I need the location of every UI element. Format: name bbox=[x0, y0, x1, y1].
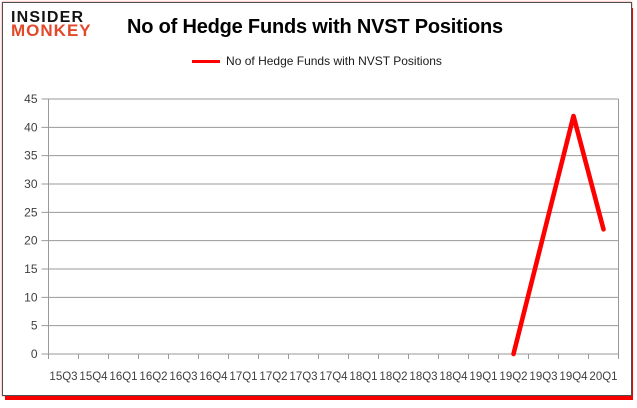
chart-plot-area: 0 5 10 15 20 25 30 35 40 45 15Q3 15Q4 16Q1 16Q2 16Q3 16… bbox=[24, 92, 619, 383]
svg-text:19Q2: 19Q2 bbox=[499, 371, 527, 383]
svg-text:17Q2: 17Q2 bbox=[259, 371, 287, 383]
svg-text:18Q3: 18Q3 bbox=[409, 371, 437, 383]
svg-text:15Q3: 15Q3 bbox=[49, 371, 77, 383]
svg-text:19Q1: 19Q1 bbox=[469, 371, 497, 383]
svg-text:45: 45 bbox=[24, 92, 38, 106]
svg-text:20: 20 bbox=[24, 234, 38, 248]
svg-text:16Q3: 16Q3 bbox=[169, 371, 197, 383]
insider-monkey-logo: INSIDER MONKEY bbox=[11, 9, 92, 40]
chart-frame: INSIDER MONKEY No of Hedge Funds with NV… bbox=[2, 2, 632, 396]
svg-text:16Q4: 16Q4 bbox=[199, 371, 228, 383]
svg-text:25: 25 bbox=[24, 205, 38, 219]
svg-text:40: 40 bbox=[24, 120, 38, 134]
svg-text:30: 30 bbox=[24, 177, 38, 191]
legend-series-label: No of Hedge Funds with NVST Positions bbox=[226, 54, 442, 68]
svg-text:20Q1: 20Q1 bbox=[589, 371, 617, 383]
svg-text:0: 0 bbox=[31, 347, 38, 361]
svg-text:17Q4: 17Q4 bbox=[319, 371, 348, 383]
svg-text:19Q4: 19Q4 bbox=[559, 371, 588, 383]
chart-legend: No of Hedge Funds with NVST Positions bbox=[3, 54, 631, 68]
svg-text:15Q4: 15Q4 bbox=[79, 371, 108, 383]
legend-line-marker bbox=[192, 59, 221, 63]
svg-text:18Q4: 18Q4 bbox=[439, 371, 468, 383]
svg-text:17Q1: 17Q1 bbox=[229, 371, 257, 383]
svg-text:19Q3: 19Q3 bbox=[529, 371, 557, 383]
svg-text:18Q1: 18Q1 bbox=[349, 371, 377, 383]
svg-text:18Q2: 18Q2 bbox=[379, 371, 407, 383]
svg-text:16Q1: 16Q1 bbox=[109, 371, 137, 383]
logo-text-insider: INSIDER bbox=[11, 9, 85, 26]
svg-text:16Q2: 16Q2 bbox=[139, 371, 167, 383]
logo-text-monkey: MONKEY bbox=[11, 21, 92, 40]
svg-text:35: 35 bbox=[24, 149, 38, 163]
svg-text:10: 10 bbox=[24, 290, 38, 304]
svg-text:17Q3: 17Q3 bbox=[289, 371, 317, 383]
chart-title: No of Hedge Funds with NVST Positions bbox=[127, 16, 503, 38]
svg-text:15: 15 bbox=[24, 262, 38, 276]
svg-text:5: 5 bbox=[31, 319, 38, 333]
